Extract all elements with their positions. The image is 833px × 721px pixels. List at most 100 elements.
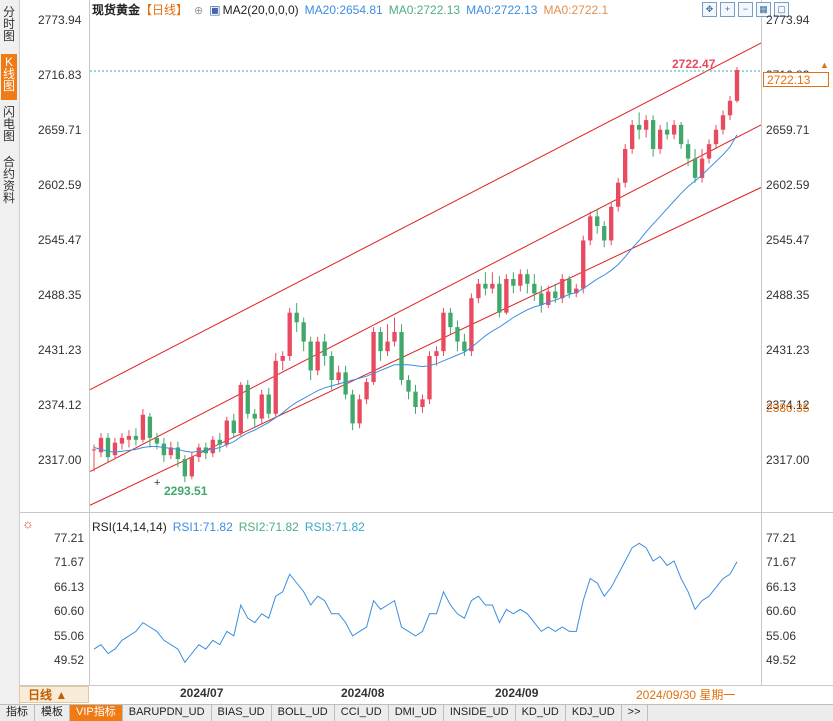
period-selector[interactable]: 日线 ▲ (19, 686, 89, 703)
ma-chart-icon[interactable]: ▣ (209, 3, 221, 17)
candle-body (350, 394, 355, 424)
candle-body (574, 288, 579, 294)
candle-body (699, 158, 705, 178)
candle-body (692, 158, 698, 178)
candle-body (609, 206, 614, 241)
rsi-left-tick: 49.52 (54, 653, 85, 667)
candle-body (720, 115, 726, 130)
candle-body (126, 435, 132, 440)
settings-small-icon[interactable]: ⊕ (194, 5, 204, 17)
candle-body (175, 447, 181, 460)
left-price-tick: 2659.71 (38, 123, 82, 137)
candle-body (532, 283, 537, 294)
tab-kd[interactable]: KD_UD (516, 705, 566, 721)
candle-body (168, 447, 174, 456)
tab-timeshare[interactable]: 分时图 (2, 5, 15, 43)
candle-body (308, 341, 313, 371)
zoom-in-icon[interactable]: + (720, 2, 735, 17)
tab-inside[interactable]: INSIDE_UD (444, 705, 516, 721)
tab-contract-info[interactable]: 合约资料 (2, 155, 15, 205)
indicator-settings-icon[interactable]: ☼ (22, 516, 34, 531)
x-label-sep: 2024/09 (495, 686, 539, 700)
rsi-left-tick: 71.67 (54, 555, 85, 570)
candle-body (490, 283, 495, 289)
tab-templates[interactable]: 模板 (35, 705, 70, 721)
chart-legend: 现货黄金【日线】 ⊕ ▣ MA2(20,0,0,0) MA20:2654.81 MA0:2… (92, 2, 614, 18)
tab-bias[interactable]: BIAS_UD (212, 705, 272, 721)
rsi-legend: RSI(14,14,14) RSI1:71.82 RSI2:71.82 RSI3:71… (92, 519, 371, 535)
channel-line-upper (89, 42, 762, 391)
right-price-tick: 2602.59 (766, 178, 810, 192)
rsi-right-tick: 55.06 (766, 628, 797, 643)
candle-body (371, 331, 376, 383)
x-label-aug: 2024/08 (341, 686, 385, 700)
tab-indicators[interactable]: 指标 (0, 705, 35, 721)
candle-body (301, 322, 306, 342)
low-annotation: 2293.51 (164, 484, 208, 498)
candle-body (161, 443, 167, 456)
zoom-out-icon[interactable]: − (738, 2, 753, 17)
tab-kdj[interactable]: KDJ_UD (566, 705, 622, 721)
move-icon[interactable]: ✥ (702, 2, 717, 17)
grid-icon[interactable]: ▦ (756, 2, 771, 17)
rsi2-value: RSI2:71.82 (238, 520, 299, 534)
rsi-left-tick: 60.60 (54, 604, 85, 619)
candle-body (483, 283, 488, 289)
rsi-left-tick: 77.21 (54, 531, 85, 545)
tab-barupdn[interactable]: BARUPDN_UD (123, 705, 212, 721)
candle-body (476, 283, 481, 299)
tab-lightning[interactable]: 闪电图 (2, 105, 15, 143)
side-tabs: 分时图 K线图 闪电图 合约资料 (0, 0, 20, 720)
candle-body (294, 312, 299, 323)
candle-body (657, 129, 663, 149)
tab-dmi[interactable]: DMI_UD (389, 705, 444, 721)
left-price-tick: 2773.94 (38, 13, 82, 27)
fullscreen-icon[interactable]: ▢ (774, 2, 789, 17)
tab-boll[interactable]: BOLL_UD (272, 705, 335, 721)
candle-body (357, 399, 362, 424)
candle-body (182, 459, 188, 477)
candle-body (266, 394, 271, 414)
rsi-right-tick: 49.52 (766, 653, 797, 667)
candle-body (427, 356, 432, 400)
candle-body (602, 226, 607, 241)
tab-cci[interactable]: CCI_UD (335, 705, 389, 721)
candle-body (147, 416, 153, 438)
candle-body (713, 129, 719, 145)
candle-body (629, 124, 635, 149)
candle-body (685, 144, 691, 159)
candle-body (581, 240, 586, 289)
candle-body (322, 341, 327, 357)
ma0-value-1: MA0:2722.13 (388, 3, 461, 17)
candle-body (595, 216, 600, 227)
ma0-value-3: MA0:2722.1 (543, 3, 609, 17)
candle-body (497, 283, 502, 313)
indicator-tab-bar: 指标 模板 VIP指标 BARUPDN_UD BIAS_UD BOLL_UD C… (0, 704, 833, 721)
candle-body (413, 391, 418, 408)
channel-line-middle (89, 124, 762, 472)
left-price-tick: 2488.35 (38, 288, 82, 302)
left-price-tick: 2716.83 (38, 68, 82, 82)
tab-vip-indicators[interactable]: VIP指标 (70, 705, 123, 721)
right-price-tick: 2317.00 (766, 453, 810, 467)
ma20-value: MA20:2654.81 (304, 3, 383, 17)
scroll-up-icon[interactable]: ▲ (820, 60, 829, 70)
candle-body (616, 182, 621, 207)
candle-body (504, 278, 509, 313)
candle-body (525, 274, 530, 284)
candlesticks (91, 67, 740, 483)
tab-more[interactable]: >> (622, 705, 648, 721)
candle-body (210, 439, 215, 454)
candle-body (448, 312, 453, 328)
candle-body (98, 437, 104, 453)
candle-body (441, 312, 446, 352)
candle-body (252, 413, 257, 419)
candle-body (224, 420, 229, 445)
candle-body (469, 298, 474, 352)
tab-kline[interactable]: K线图 (1, 54, 17, 100)
ma0-value-2: MA0:2722.13 (466, 3, 538, 17)
right-price-tick: 2773.94 (766, 13, 810, 27)
candle-body (385, 341, 390, 352)
chart-toolbar: ✥ + − ▦ ▢ (702, 2, 789, 17)
